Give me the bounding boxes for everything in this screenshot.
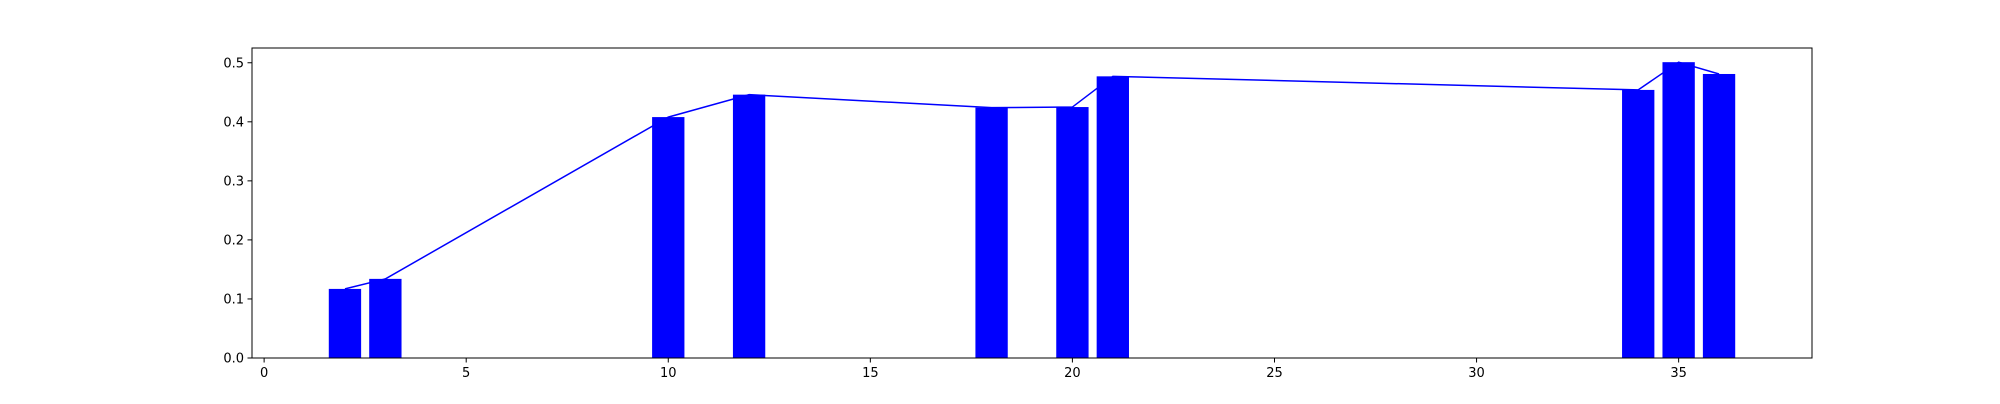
bar-20 bbox=[1056, 107, 1089, 358]
bars-layer bbox=[328, 62, 1736, 359]
x-axis: 0 5 10 15 20 25 30 35 bbox=[260, 358, 1687, 381]
x-tick-label-20: 20 bbox=[1064, 366, 1081, 381]
y-tick-label-0-5: 0.5 bbox=[223, 56, 244, 71]
bar-21 bbox=[1096, 76, 1129, 358]
x-tick-label-15: 15 bbox=[862, 366, 879, 381]
bar-10 bbox=[652, 117, 685, 358]
x-tick-label-30: 30 bbox=[1468, 366, 1485, 381]
y-tick-label-0-1: 0.1 bbox=[223, 292, 244, 307]
series-line bbox=[344, 61, 1720, 290]
line-layer bbox=[344, 61, 1720, 290]
x-tick-label-25: 25 bbox=[1266, 366, 1283, 381]
bar-3 bbox=[369, 278, 402, 358]
bar-2 bbox=[328, 288, 362, 358]
bar-34 bbox=[1622, 89, 1655, 359]
y-tick-label-0: 0.0 bbox=[223, 352, 244, 367]
x-tick-label-5: 5 bbox=[462, 366, 470, 381]
plot-frame bbox=[251, 47, 1813, 359]
y-tick-label-0-4: 0.4 bbox=[223, 115, 244, 130]
bar-18 bbox=[975, 107, 1008, 358]
x-tick-label-10: 10 bbox=[660, 366, 677, 381]
y-tick-label-0-2: 0.2 bbox=[223, 233, 244, 248]
x-tick-label-35: 35 bbox=[1670, 366, 1687, 381]
y-tick-label-0-3: 0.3 bbox=[223, 174, 244, 189]
bar-12 bbox=[732, 94, 766, 359]
y-axis: 0.0 0.1 0.2 0.3 0.4 0.5 bbox=[223, 56, 252, 367]
bar-36 bbox=[1702, 73, 1736, 358]
x-tick-label-0: 0 bbox=[260, 366, 268, 381]
bar-35 bbox=[1662, 62, 1695, 359]
